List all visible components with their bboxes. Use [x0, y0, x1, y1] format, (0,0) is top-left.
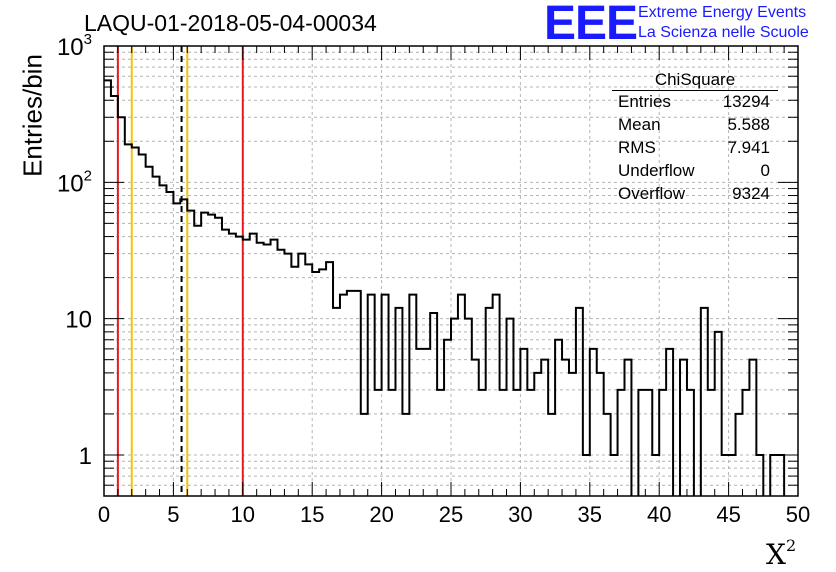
stats-value: 7.941 — [727, 138, 770, 157]
x-axis-label: X2 — [766, 536, 797, 571]
x-axis-label-base: X — [766, 538, 786, 571]
axis-ticks — [103, 45, 799, 497]
stats-box: ChiSquare Entries 13294 Mean 5.588 RMS 7.94… — [612, 70, 778, 210]
y-axis-label: Entries/bin — [17, 54, 48, 177]
y-tick-label: 10 — [65, 307, 92, 334]
x-tick-label: 20 — [369, 502, 393, 527]
logo-line-2: La Scienza nelle Scuole — [638, 24, 809, 41]
stats-key: Underflow — [618, 161, 695, 180]
stats-key: Entries — [618, 92, 671, 111]
x-tick-label: 50 — [786, 502, 810, 527]
eee-logo-mark: EEE — [544, 0, 638, 50]
logo-line-1: Extreme Energy Events — [638, 4, 807, 21]
stats-value: 13294 — [722, 92, 770, 111]
x-tick-label: 30 — [508, 502, 532, 527]
x-tick-label: 0 — [98, 502, 110, 527]
x-tick-label: 35 — [578, 502, 602, 527]
x-tick-label: 5 — [167, 502, 179, 527]
stats-title: ChiSquare — [654, 70, 736, 89]
stats-key: RMS — [618, 138, 656, 157]
histogram-series — [104, 79, 786, 496]
stats-value: 5.588 — [727, 115, 770, 134]
x-tick-label: 45 — [716, 502, 740, 527]
stats-value: 0 — [760, 161, 770, 180]
chart-title: LAQU-01-2018-05-04-00034 — [84, 10, 377, 36]
stats-value: 9324 — [732, 184, 770, 203]
stats-divider — [612, 90, 778, 91]
y-tick-label: 103 — [57, 31, 92, 61]
y-tick-labels: 1 10 102 103 — [57, 31, 92, 470]
reference-lines — [116, 46, 244, 496]
stats-key: Overflow — [618, 184, 686, 203]
stats-key: Mean — [618, 115, 661, 134]
x-axis-label-exponent: 2 — [785, 536, 797, 555]
x-tick-label: 10 — [231, 502, 255, 527]
x-tick-label: 40 — [647, 502, 671, 527]
x-tick-label: 25 — [439, 502, 463, 527]
x-tick-labels: 0 5 10 15 20 25 30 35 40 45 50 — [98, 502, 810, 527]
y-tick-label: 1 — [79, 443, 92, 470]
y-tick-label: 102 — [57, 167, 92, 197]
x-tick-label: 15 — [300, 502, 324, 527]
grid-lines — [104, 46, 798, 496]
